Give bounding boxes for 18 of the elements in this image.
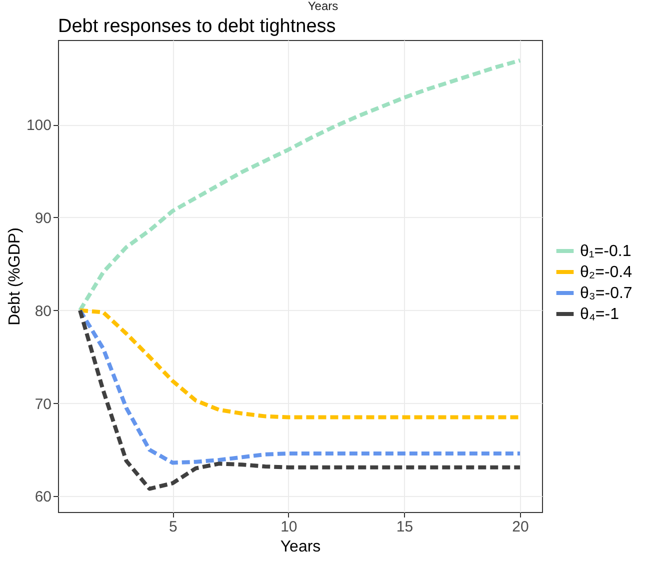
legend-label: θ₄=-1 [580,306,620,323]
x-axis-title: Years [280,538,321,556]
y-tick-label: 60 [34,488,52,506]
text: Years [306,0,340,13]
y-tick-label: 90 [34,210,52,227]
legend-label: θ₁=-0.1 [580,243,632,260]
x-tick-label: 20 [512,518,529,536]
legend-label: θ₂=-0.4 [580,264,632,281]
chart-title: Debt responses to debt tightness [58,16,336,37]
line-series [78,58,522,312]
legend-label: θ₃=-0.7 [580,285,632,302]
x-tick-label: 15 [396,518,414,536]
y-tick-label: 100 [26,117,52,134]
y-tick-label: 70 [34,396,52,413]
y-tick-label: 80 [34,302,52,320]
x-tick-label: 5 [168,518,178,536]
x-tick-label: 10 [280,518,298,536]
y-axis-title: Debt (%GDP) [6,228,24,326]
